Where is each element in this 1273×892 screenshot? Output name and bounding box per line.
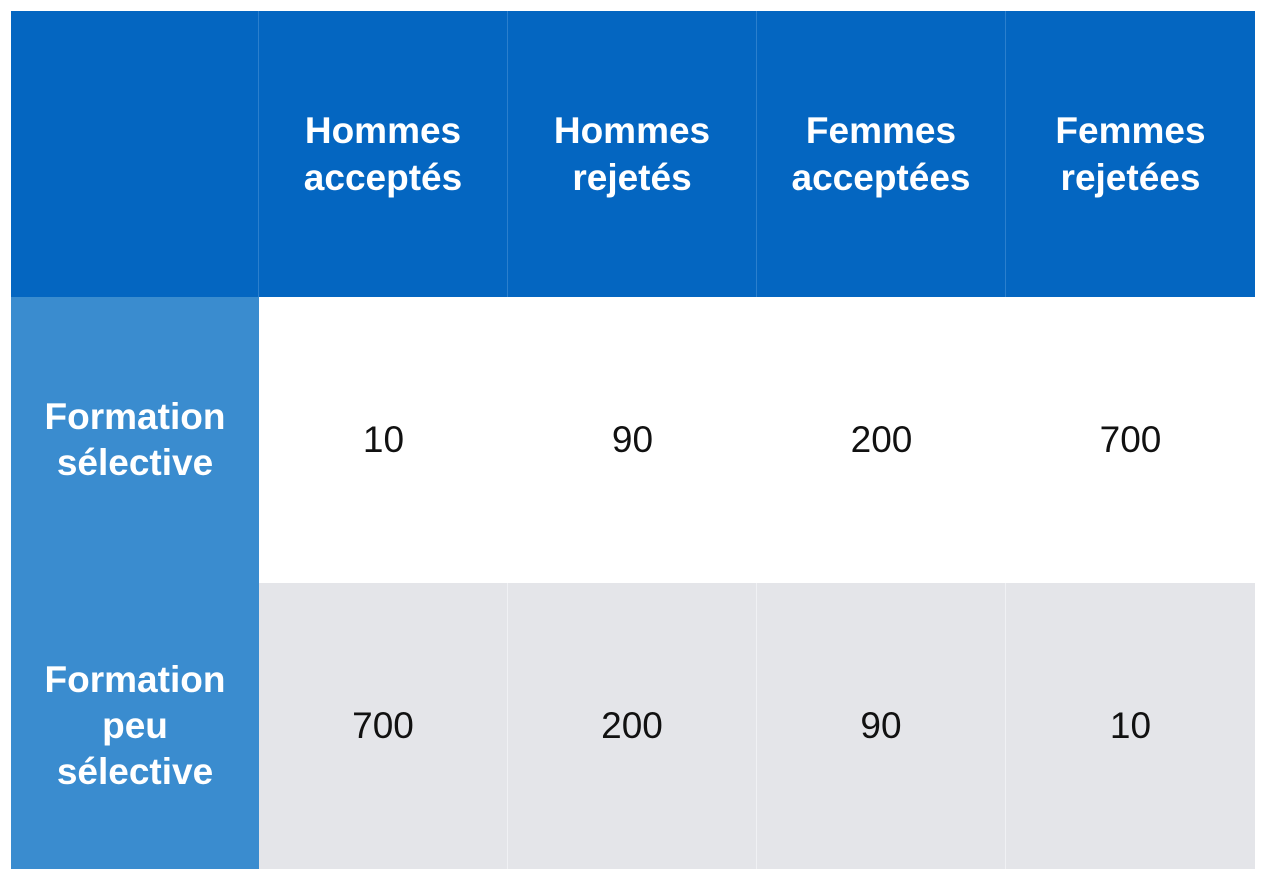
- column-header-label: Hommes rejetés: [553, 110, 711, 198]
- table-cell: 700: [1006, 297, 1255, 583]
- table-cell: 90: [508, 297, 757, 583]
- column-header-femmes-acceptees: Femmes acceptées: [757, 11, 1006, 297]
- table-cell: 10: [1006, 583, 1255, 869]
- column-header-label: Hommes acceptés: [303, 110, 463, 198]
- table-cell: 10: [259, 297, 508, 583]
- data-table: Hommes acceptés Hommes rejetés Femmes ac…: [11, 11, 1255, 869]
- row-header-label: Formation sélective: [44, 396, 226, 483]
- table-cell: 200: [508, 583, 757, 869]
- row-header-formation-selective: Formation sélective: [11, 297, 259, 583]
- table-cell: 700: [259, 583, 508, 869]
- table-cell: 200: [757, 297, 1006, 583]
- row-header-formation-peu-selective: Formation peu sélective: [11, 583, 259, 869]
- column-header-hommes-rejetes: Hommes rejetés: [508, 11, 757, 297]
- table-cell: 90: [757, 583, 1006, 869]
- column-header-hommes-acceptes: Hommes acceptés: [259, 11, 508, 297]
- column-header-label: Femmes rejetées: [1055, 110, 1206, 198]
- table-corner-cell: [11, 11, 259, 297]
- column-header-label: Femmes acceptées: [791, 110, 971, 198]
- column-header-femmes-rejetees: Femmes rejetées: [1006, 11, 1255, 297]
- row-header-label: Formation peu sélective: [44, 659, 226, 792]
